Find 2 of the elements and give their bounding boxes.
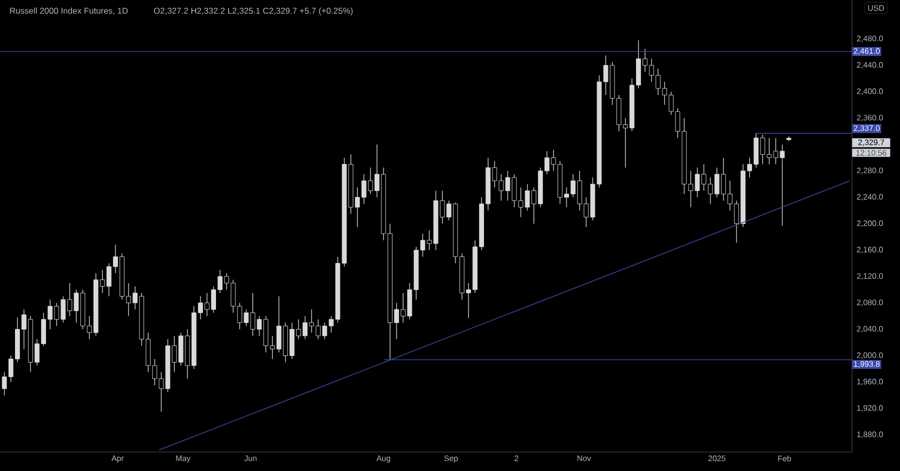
text: O2,327.2 H2,332.2 L2,325.1 C2,329.7 +5.7 (+0.25%) [154, 8, 353, 16]
text: Russell 2000 Index Futures, 1D [10, 8, 128, 15]
